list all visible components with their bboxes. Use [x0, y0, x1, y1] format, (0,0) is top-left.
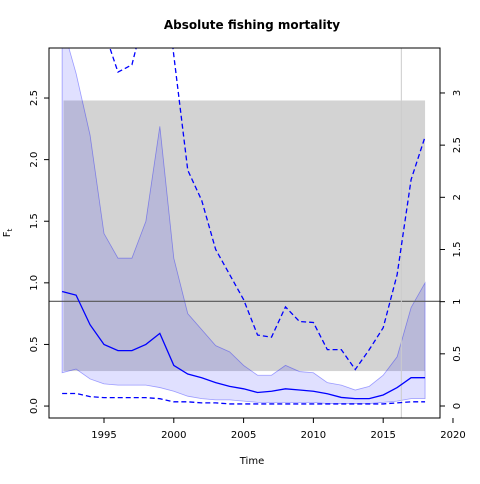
plot-area	[49, 48, 440, 418]
y-label-sub: t	[6, 228, 14, 231]
y2-tick-label: 2	[452, 194, 463, 200]
y-tick-label: 0.5	[29, 336, 40, 352]
x-axis-label: Time	[239, 456, 264, 467]
x-tick-label: 2010	[301, 430, 326, 441]
chart-title: Absolute fishing mortality	[164, 18, 340, 32]
x-tick-label: 1995	[91, 430, 116, 441]
x-tick-label: 2005	[231, 430, 256, 441]
y2-tick-label: 0	[452, 403, 463, 409]
y2-tick-label: 0.5	[452, 346, 463, 362]
y-tick-label: 1.5	[29, 213, 40, 229]
y2-tick-label: 3	[452, 90, 463, 96]
y-tick-label: 1.0	[29, 275, 40, 291]
y-label-main: F	[2, 231, 13, 237]
y2-tick-label: 1	[452, 298, 463, 304]
confidence-band	[61, 48, 426, 404]
plot-frame	[48, 47, 441, 419]
axes: 1995 2000 2005 2010 2015 2020 0.0 0.5 1.0 1.5 2.0 2…	[29, 90, 466, 441]
y2-tick-label: 1.5	[452, 242, 463, 258]
x-tick-label: 2020	[440, 430, 465, 441]
y2-tick-label: 2.5	[452, 137, 463, 153]
y-tick-label: 2.5	[29, 90, 40, 106]
y-axis-label: Ft	[2, 228, 14, 237]
reference-region	[63, 100, 426, 372]
x-tick-label: 2000	[161, 430, 186, 441]
series-line	[61, 290, 426, 400]
series-line	[62, 392, 426, 405]
series-line	[109, 48, 426, 371]
y-tick-label: 2.0	[29, 152, 40, 168]
x-tick-label: 2015	[370, 430, 395, 441]
y-tick-label: 0.0	[29, 398, 40, 414]
